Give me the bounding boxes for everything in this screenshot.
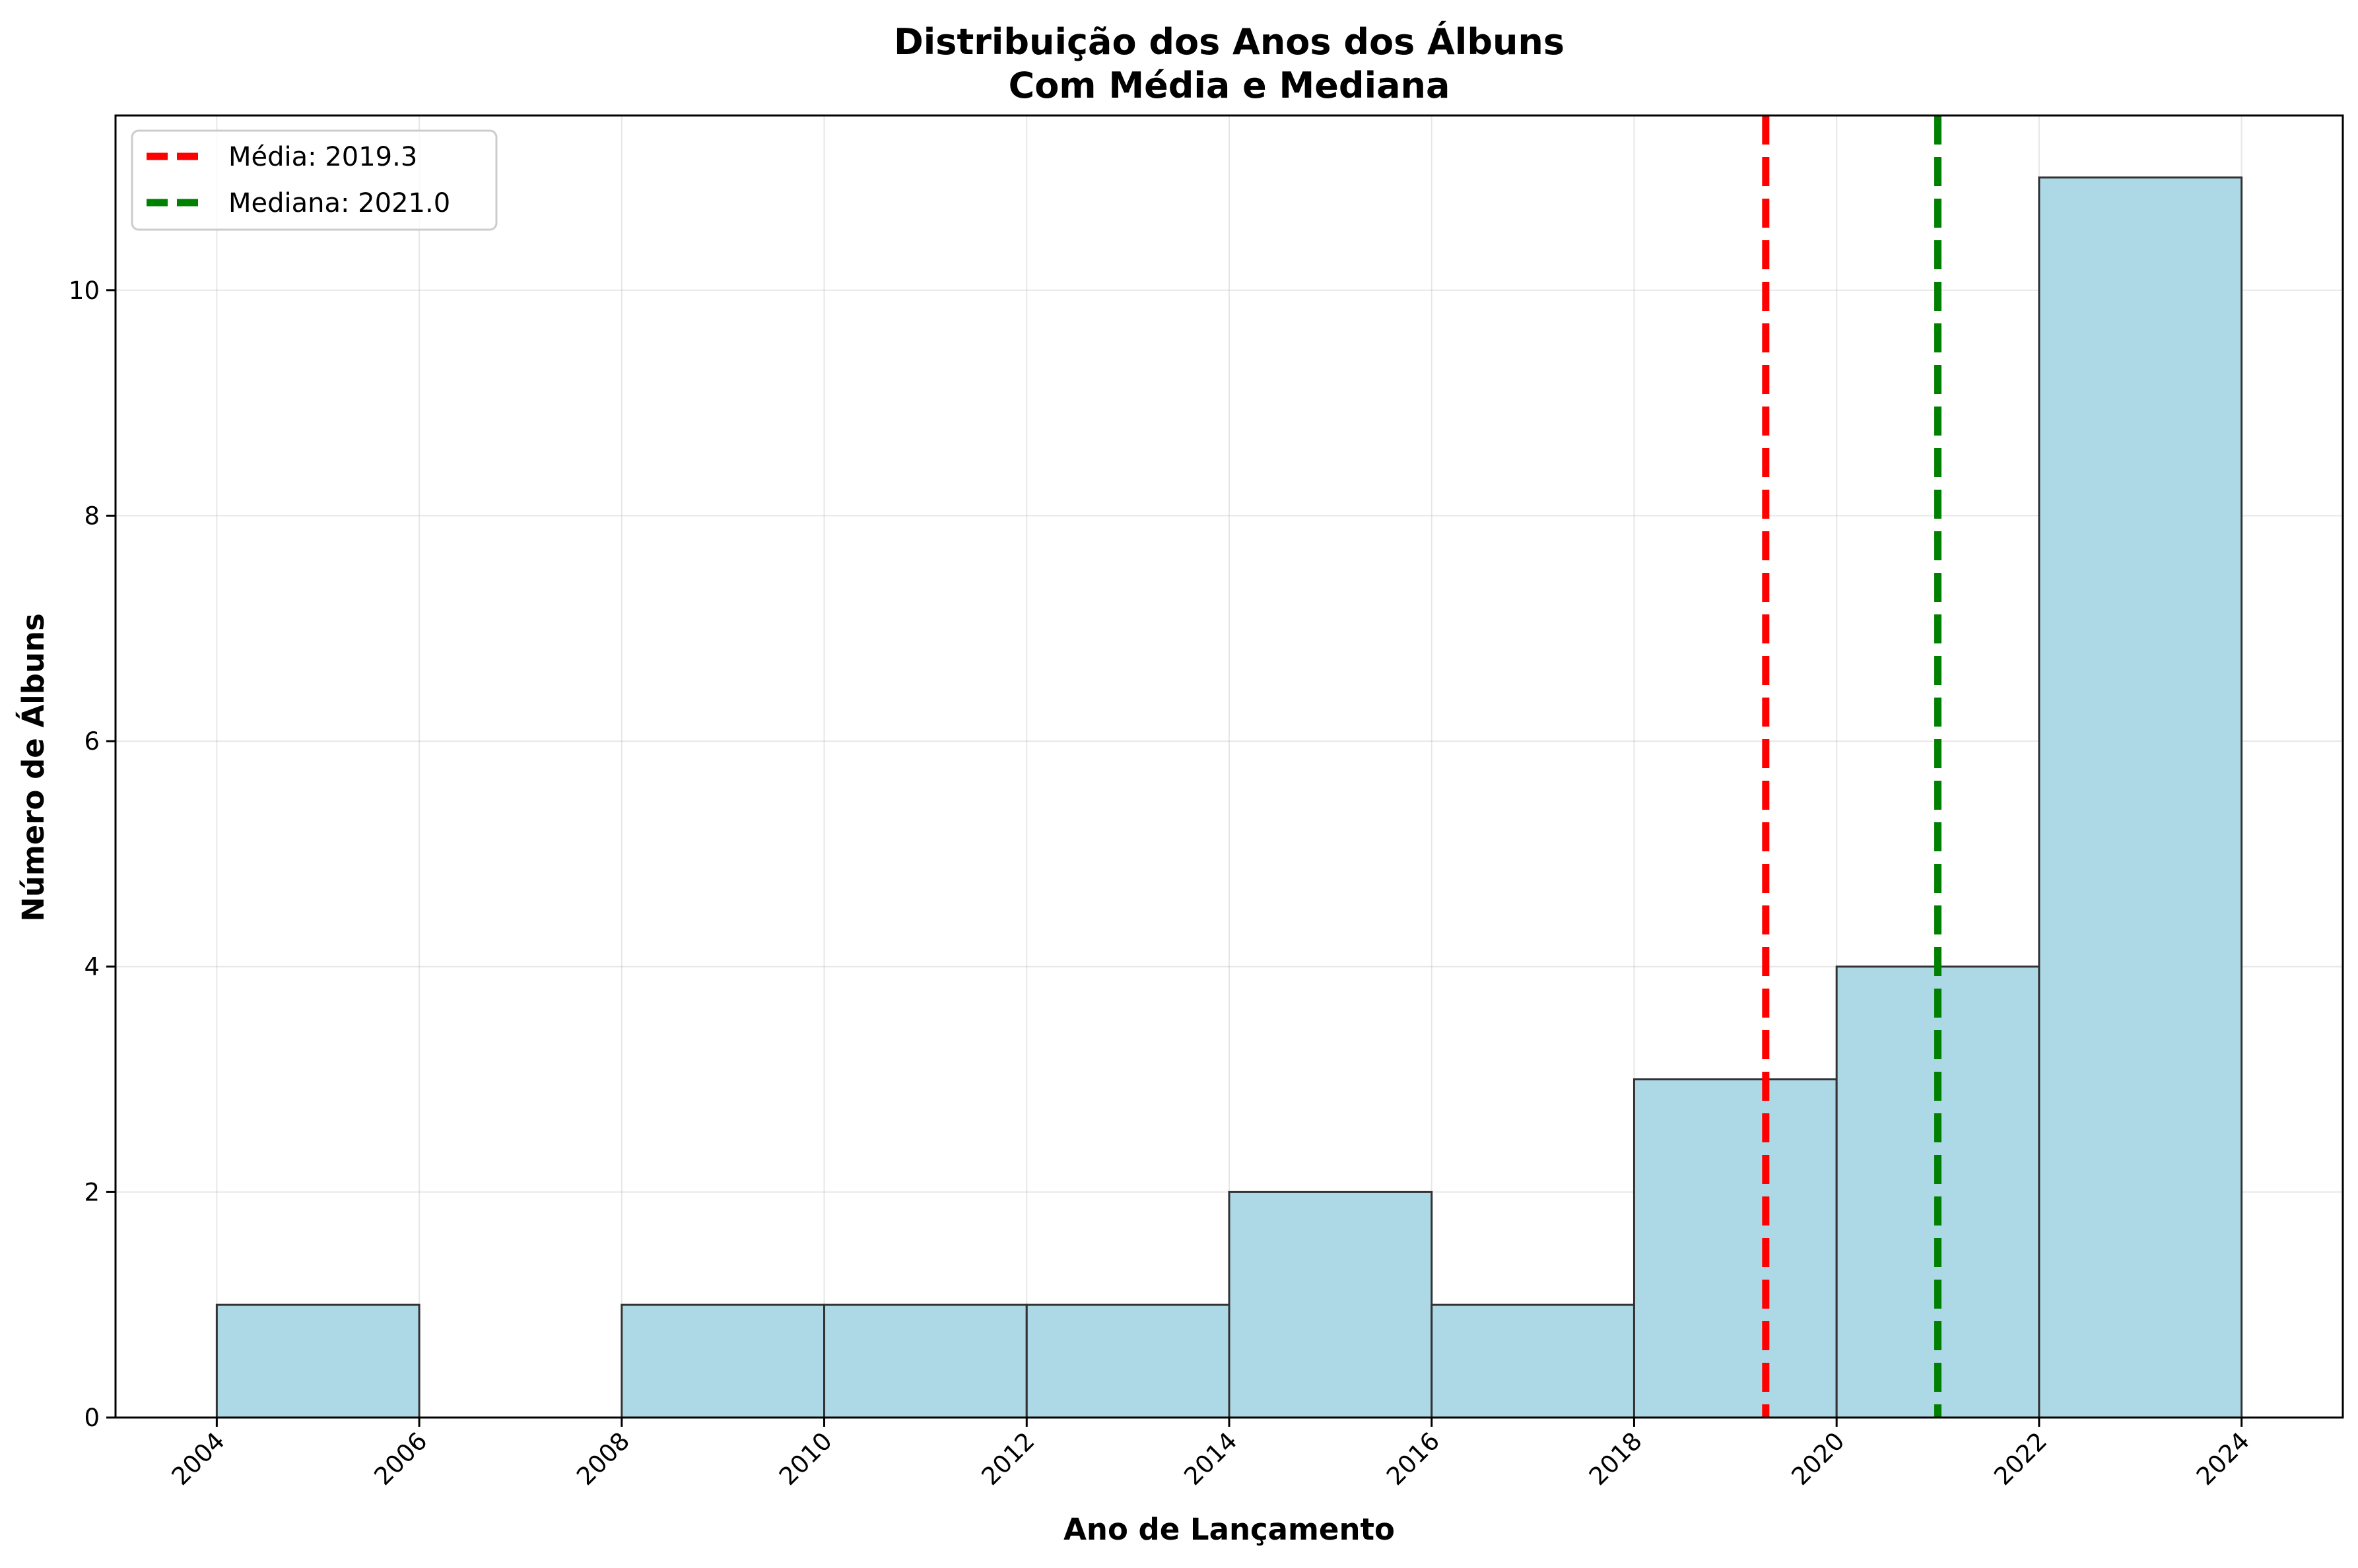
x-tick-label: 2016 (1381, 1427, 1445, 1491)
histogram-bar (1431, 1303, 1635, 1419)
y-tick-label: 8 (84, 502, 100, 530)
y-axis-ticks: 0 2 4 6 8 10 (69, 277, 116, 1432)
y-tick-label: 10 (69, 277, 100, 305)
x-tick-label: 2004 (166, 1427, 230, 1491)
y-tick-label: 4 (84, 953, 100, 981)
x-tick-label: 2012 (976, 1427, 1040, 1491)
x-tick-label: 2024 (2191, 1427, 2255, 1491)
chart-title-line2: Com Média e Mediana (1009, 65, 1450, 106)
histogram-bar (2038, 176, 2243, 1419)
x-tick-label: 2006 (368, 1427, 432, 1491)
x-tick-label: 2010 (774, 1427, 838, 1491)
legend-median-label: Mediana: 2021.0 (228, 188, 450, 218)
reference-lines (1762, 115, 1942, 1418)
histogram-bar (1228, 1191, 1433, 1419)
x-tick-label: 2008 (571, 1427, 635, 1491)
x-tick-label: 2018 (1584, 1427, 1648, 1491)
legend: Média: 2019.3 Mediana: 2021.0 (131, 129, 498, 231)
histogram-bar (1633, 1078, 1838, 1419)
y-tick-label: 0 (84, 1404, 100, 1432)
legend-mean-label: Média: 2019.3 (228, 142, 417, 172)
histogram-bar (1025, 1303, 1230, 1419)
x-tick-label: 2022 (1988, 1427, 2052, 1491)
histogram-bars (215, 176, 2243, 1419)
chart-title-line1: Distribuição dos Anos dos Álbuns (894, 21, 1565, 63)
histogram-bar (621, 1303, 826, 1419)
x-axis-ticks: 2004 2006 2008 2010 2012 2014 2016 2018 2020 2022… (166, 1418, 2255, 1491)
x-axis-label: Ano de Lançamento (1063, 1512, 1395, 1547)
histogram-bar (823, 1303, 1028, 1419)
y-tick-label: 6 (84, 727, 100, 756)
x-tick-label: 2014 (1178, 1427, 1242, 1491)
histogram-bar (215, 1303, 421, 1419)
y-tick-label: 2 (84, 1178, 100, 1206)
x-tick-label: 2020 (1786, 1427, 1850, 1491)
legend-box (131, 129, 498, 231)
y-axis-label: Número de Álbuns (16, 613, 51, 922)
